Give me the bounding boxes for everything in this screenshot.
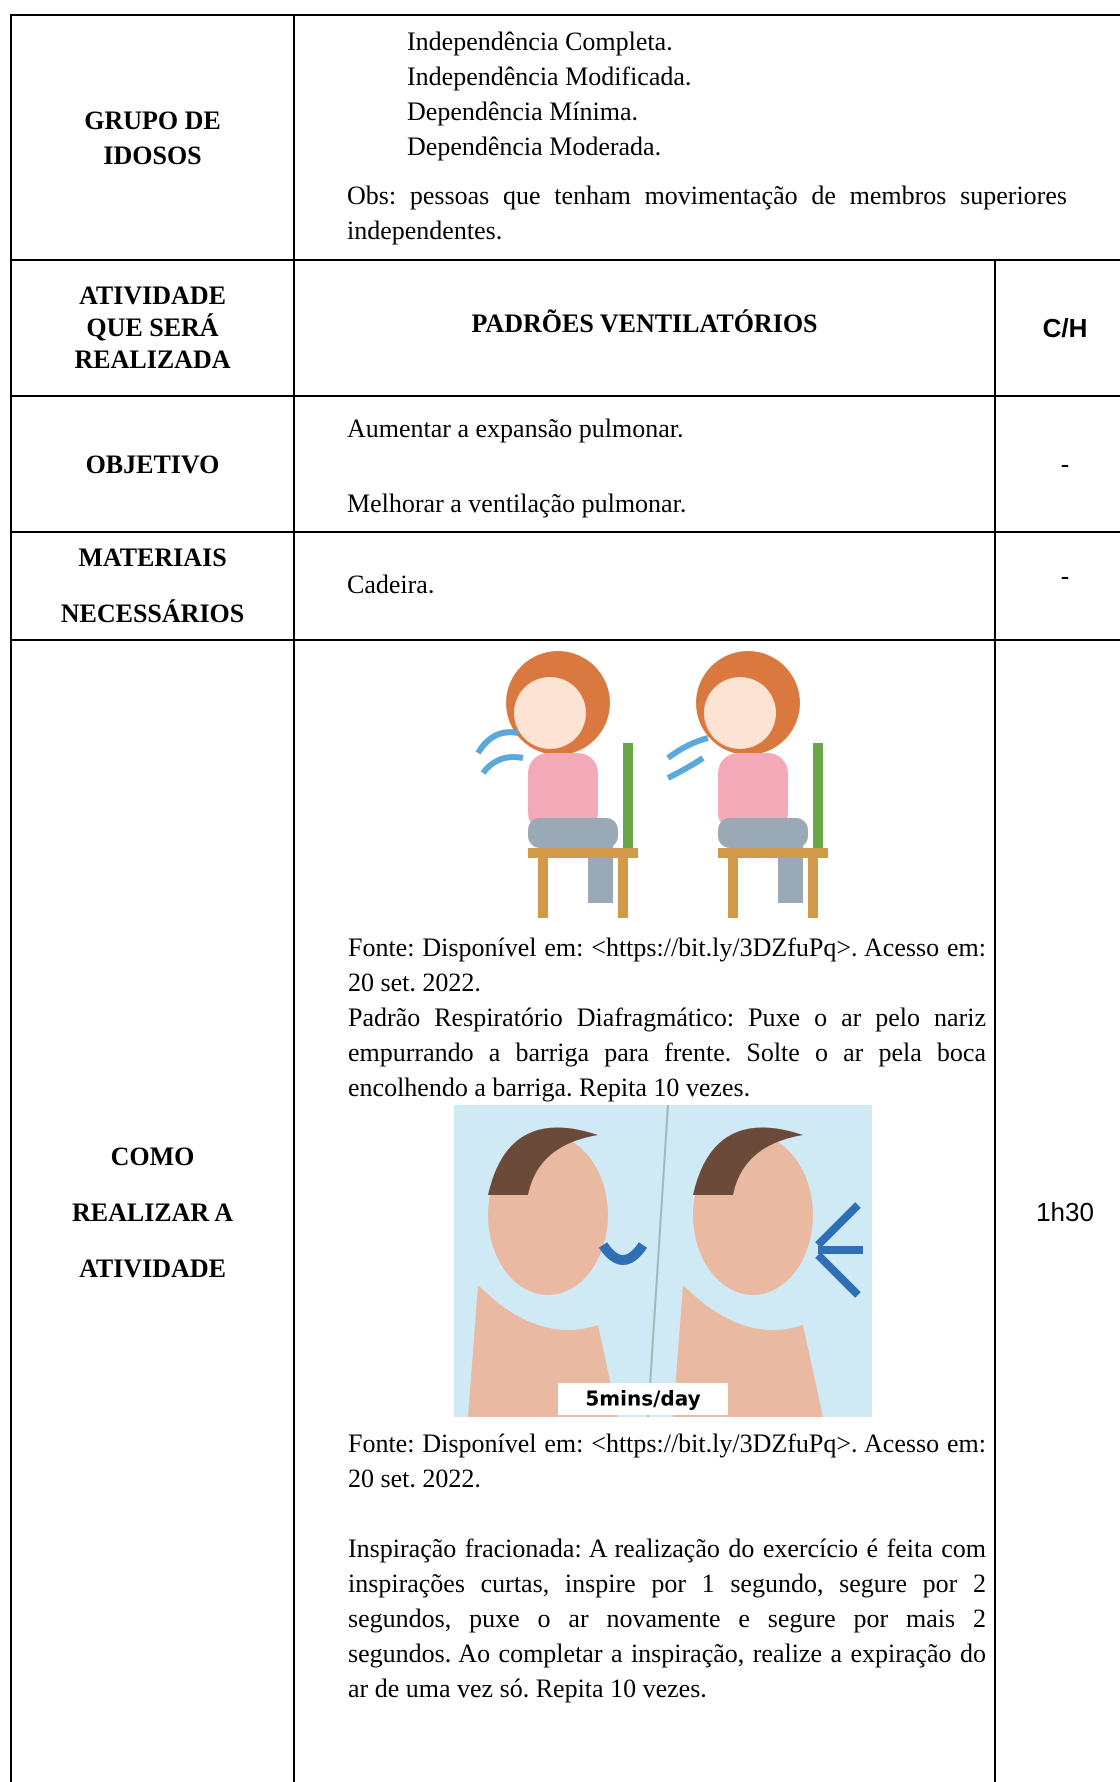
list-item: Aumentar a expansão pulmonar.	[347, 414, 684, 443]
list-item: Independência Modificada.	[407, 62, 692, 91]
label-line: IDOSOS	[103, 140, 202, 170]
note: Obs: pessoas que tenham movimentação de …	[347, 181, 1067, 245]
label-line: ATIVIDADE	[79, 281, 226, 310]
list-item: Dependência Mínima.	[407, 97, 639, 126]
illustration-seated-breathing	[475, 651, 828, 918]
value: 1h30	[1036, 1196, 1094, 1227]
list-item: Independência Completa.	[407, 27, 673, 56]
group-cell: Independência Completa. Independência Mo…	[293, 14, 1120, 259]
row-label: ATIVIDADE QUE SERÁ REALIZADA	[10, 259, 293, 395]
objective-cell: Aumentar a expansão pulmonar. Melhorar a…	[293, 395, 994, 531]
ch-cell: -	[994, 395, 1120, 531]
source: Fonte: Disponível em: <https://bit.ly/3D…	[348, 1429, 986, 1493]
label-line: OBJETIVO	[85, 449, 220, 479]
label-line: QUE SERÁ	[86, 313, 219, 342]
row-label: COMO REALIZAR A ATIVIDADE	[10, 639, 293, 1782]
instruction: Inspiração fracionada: A realização do e…	[348, 1534, 986, 1703]
value: -	[1060, 448, 1070, 479]
ch-header: C/H	[994, 259, 1120, 395]
label-line: MATERIAIS	[78, 543, 227, 572]
activity-title: PADRÕES VENTILATÓRIOS	[293, 259, 994, 395]
label-line: REALIZADA	[74, 345, 231, 374]
illustration-nasal-breathing: 5mins/day	[454, 1104, 872, 1418]
materials-cell: Cadeira.	[293, 531, 994, 639]
list-item: Dependência Moderada.	[407, 132, 662, 161]
row-label: OBJETIVO	[10, 395, 293, 531]
list-item: Melhorar a ventilação pulmonar.	[347, 489, 687, 518]
image-caption: 5mins/day	[585, 1387, 700, 1411]
label-line: ATIVIDADE	[79, 1254, 226, 1283]
row-label: MATERIAIS NECESSÁRIOS	[10, 531, 293, 639]
source: Fonte: Disponível em: <https://bit.ly/3D…	[348, 933, 986, 997]
ch-cell: 1h30	[994, 639, 1120, 1782]
ch-cell: -	[994, 531, 1120, 639]
value: -	[1060, 560, 1070, 591]
label-line: COMO	[110, 1142, 195, 1171]
row-label: GRUPO DE IDOSOS	[10, 14, 293, 259]
instructions-cell: Fonte: Disponível em: <https://bit.ly/3D…	[293, 639, 994, 1782]
instruction: Padrão Respiratório Diafragmático: Puxe …	[348, 1003, 986, 1102]
text: Cadeira.	[347, 570, 435, 599]
label-line: REALIZAR A	[71, 1198, 234, 1227]
label-line: NECESSÁRIOS	[60, 599, 245, 628]
heading: C/H	[1042, 312, 1088, 343]
label-line: GRUPO DE	[84, 105, 221, 135]
heading: PADRÕES VENTILATÓRIOS	[471, 308, 818, 338]
